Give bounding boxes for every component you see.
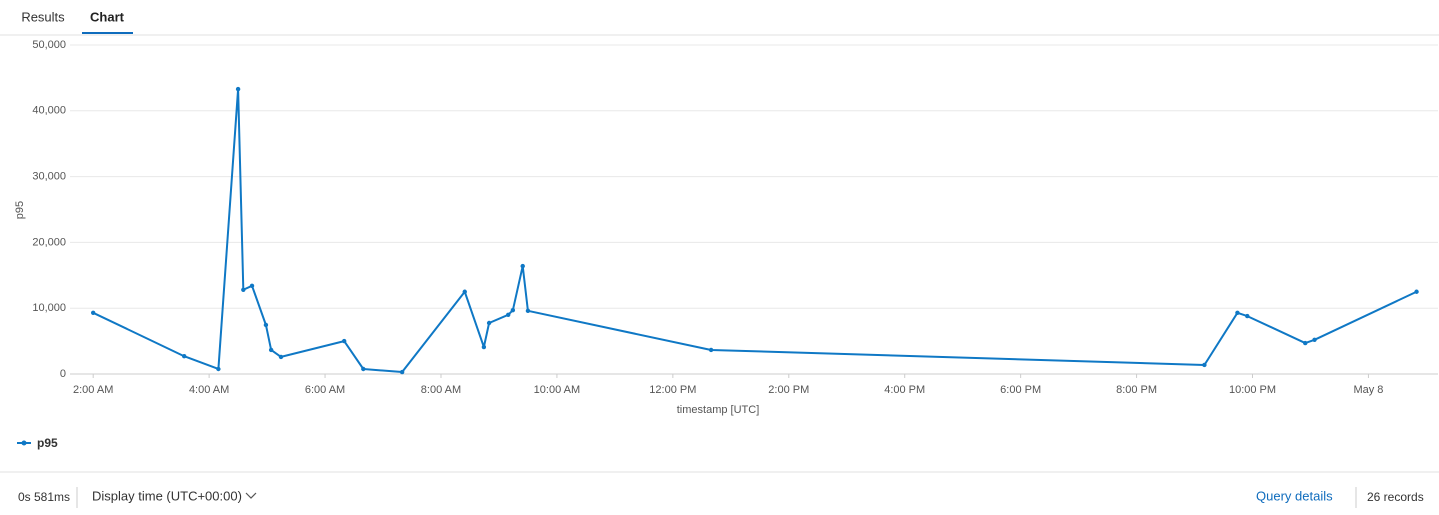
point [235,86,241,92]
display-time[interactable]: Display time (UTC+00:00) [92,488,242,503]
x-tick-label: 10:00 PM [1229,384,1276,396]
x-tick-label: 6:00 PM [1000,384,1041,396]
point [525,308,531,314]
point [486,320,492,326]
tab-active[interactable]: Chart [90,9,125,24]
x-tick-label: 2:00 AM [73,384,113,396]
point [481,344,487,350]
point [1414,289,1419,294]
x-axis-label: timestamp [UTC] [677,404,760,416]
x-tick-label: 12:00 PM [649,384,696,396]
x-tick-label: 10:00 AM [534,384,580,396]
tab[interactable]: Results [21,9,65,24]
point [341,338,347,344]
y-tick-label: 20,000 [32,236,66,248]
point [1312,337,1317,342]
y-tick-label: 50,000 [32,39,66,51]
point [520,263,525,269]
x-tick-label: May 8 [1353,384,1383,396]
point [249,283,255,289]
point [90,310,96,316]
point [1303,340,1308,346]
point [263,322,269,328]
point [241,287,246,292]
x-tick-label: 4:00 PM [884,384,925,396]
y-axis-label: p95 [14,201,26,219]
y-tick-label: 40,000 [32,105,66,117]
point [268,347,274,353]
query-details-link[interactable]: Query details [1256,488,1333,503]
line [92,88,1417,374]
y-tick-label: 10,000 [32,302,66,314]
point [708,347,714,353]
tab-underline [82,32,133,34]
x-tick-label: 6:00 AM [305,384,345,396]
point [1245,313,1250,319]
y-tick-label: 0 [60,368,66,380]
legend-label: p95 [37,436,58,450]
point [462,289,467,294]
x-tick-label: 2:00 PM [768,384,809,396]
point [216,366,221,372]
x-tick-label: 8:00 AM [421,384,461,396]
record-count: 26 records [1367,490,1424,504]
duration: 0s 581ms [18,490,70,504]
point [181,354,187,359]
point [361,366,366,372]
point [1202,362,1207,368]
chevron[interactable] [245,492,257,499]
y-tick-label: 30,000 [32,171,66,183]
point [510,307,516,313]
x-tick-label: 4:00 AM [189,384,229,396]
x-tick-label: 8:00 PM [1116,384,1157,396]
point [399,369,405,375]
point [1235,310,1240,316]
point [506,312,511,317]
point [278,354,284,360]
legend-dot [21,440,27,446]
